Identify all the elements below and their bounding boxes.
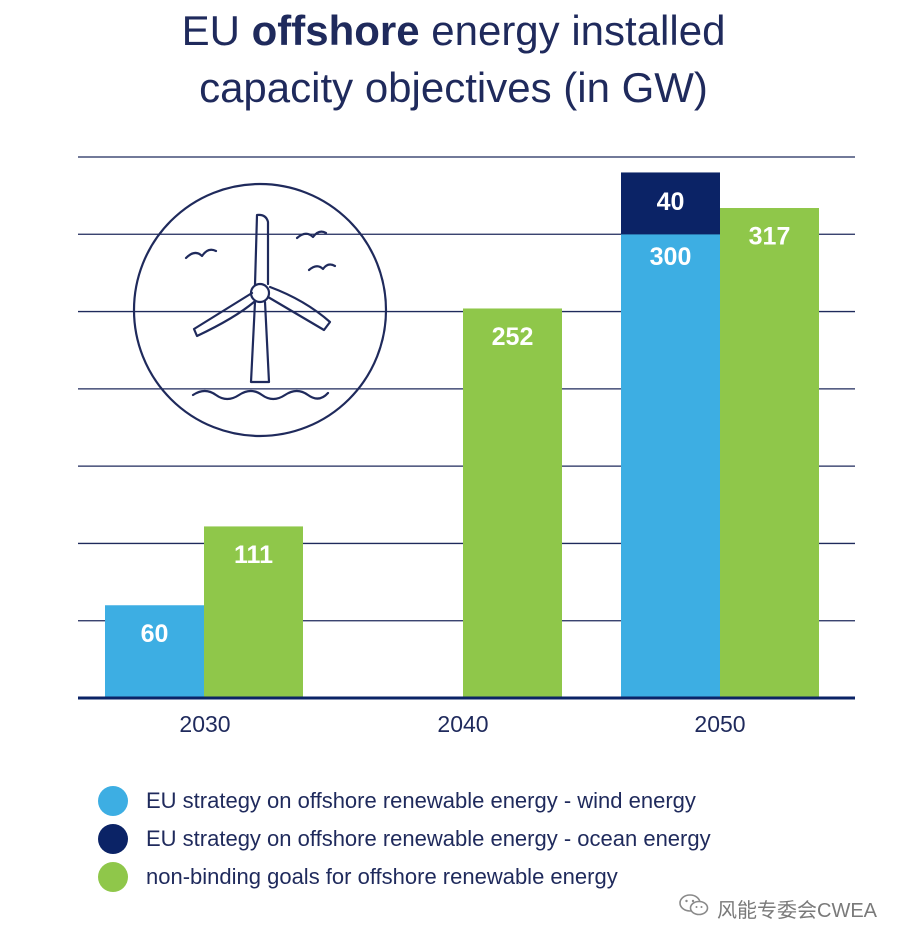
bar-goals-2040 [463, 308, 562, 698]
data-label-goals-2050: 317 [749, 223, 791, 251]
data-label-goals-2040: 252 [492, 323, 534, 351]
chart-title-line-1: EU offshore energy installed [0, 2, 907, 59]
legend-item: non-binding goals for offshore renewable… [98, 858, 711, 896]
offshore-wind-turbine-icon [132, 182, 388, 438]
chart-title-line-2: capacity objectives (in GW) [199, 64, 708, 111]
bar-chart: 60 111 252 40 300 317 2030 2040 2050 [78, 156, 855, 737]
bar-goals-2030 [204, 526, 303, 698]
data-label-wind-2030: 60 [141, 620, 169, 648]
x-tick-label: 2040 [437, 711, 488, 737]
title-text-1: EU [181, 7, 252, 54]
watermark: 风能专委会CWEA [679, 893, 877, 923]
bar-wind-2050 [621, 234, 720, 699]
legend-label: EU strategy on offshore renewable energy… [146, 788, 696, 813]
chart-title: EU offshore energy installed capacity ob… [0, 0, 907, 116]
bar-wind-2030 [105, 605, 204, 698]
legend-swatch [98, 824, 128, 854]
legend: EU strategy on offshore renewable energy… [98, 782, 711, 896]
legend-swatch [98, 786, 128, 816]
bar-goals-2050 [720, 208, 819, 698]
x-tick-label: 2030 [179, 711, 230, 737]
legend-label: EU strategy on offshore renewable energy… [146, 826, 711, 851]
legend-item: EU strategy on offshore renewable energy… [98, 820, 711, 858]
wechat-icon [679, 893, 709, 923]
title-text-2: energy installed [419, 7, 726, 54]
watermark-text: 风能专委会CWEA [717, 899, 877, 922]
data-label-wind-2050: 300 [650, 243, 692, 271]
legend-swatch [98, 862, 128, 892]
legend-item: EU strategy on offshore renewable energy… [98, 782, 711, 820]
title-bold-word: offshore [251, 7, 420, 54]
data-label-goals-2030: 111 [234, 541, 273, 569]
bar-ocean-2050 [621, 172, 720, 235]
legend-label: non-binding goals for offshore renewable… [146, 864, 618, 889]
x-tick-label: 2050 [694, 711, 745, 737]
data-label-ocean-2050: 40 [657, 188, 685, 216]
